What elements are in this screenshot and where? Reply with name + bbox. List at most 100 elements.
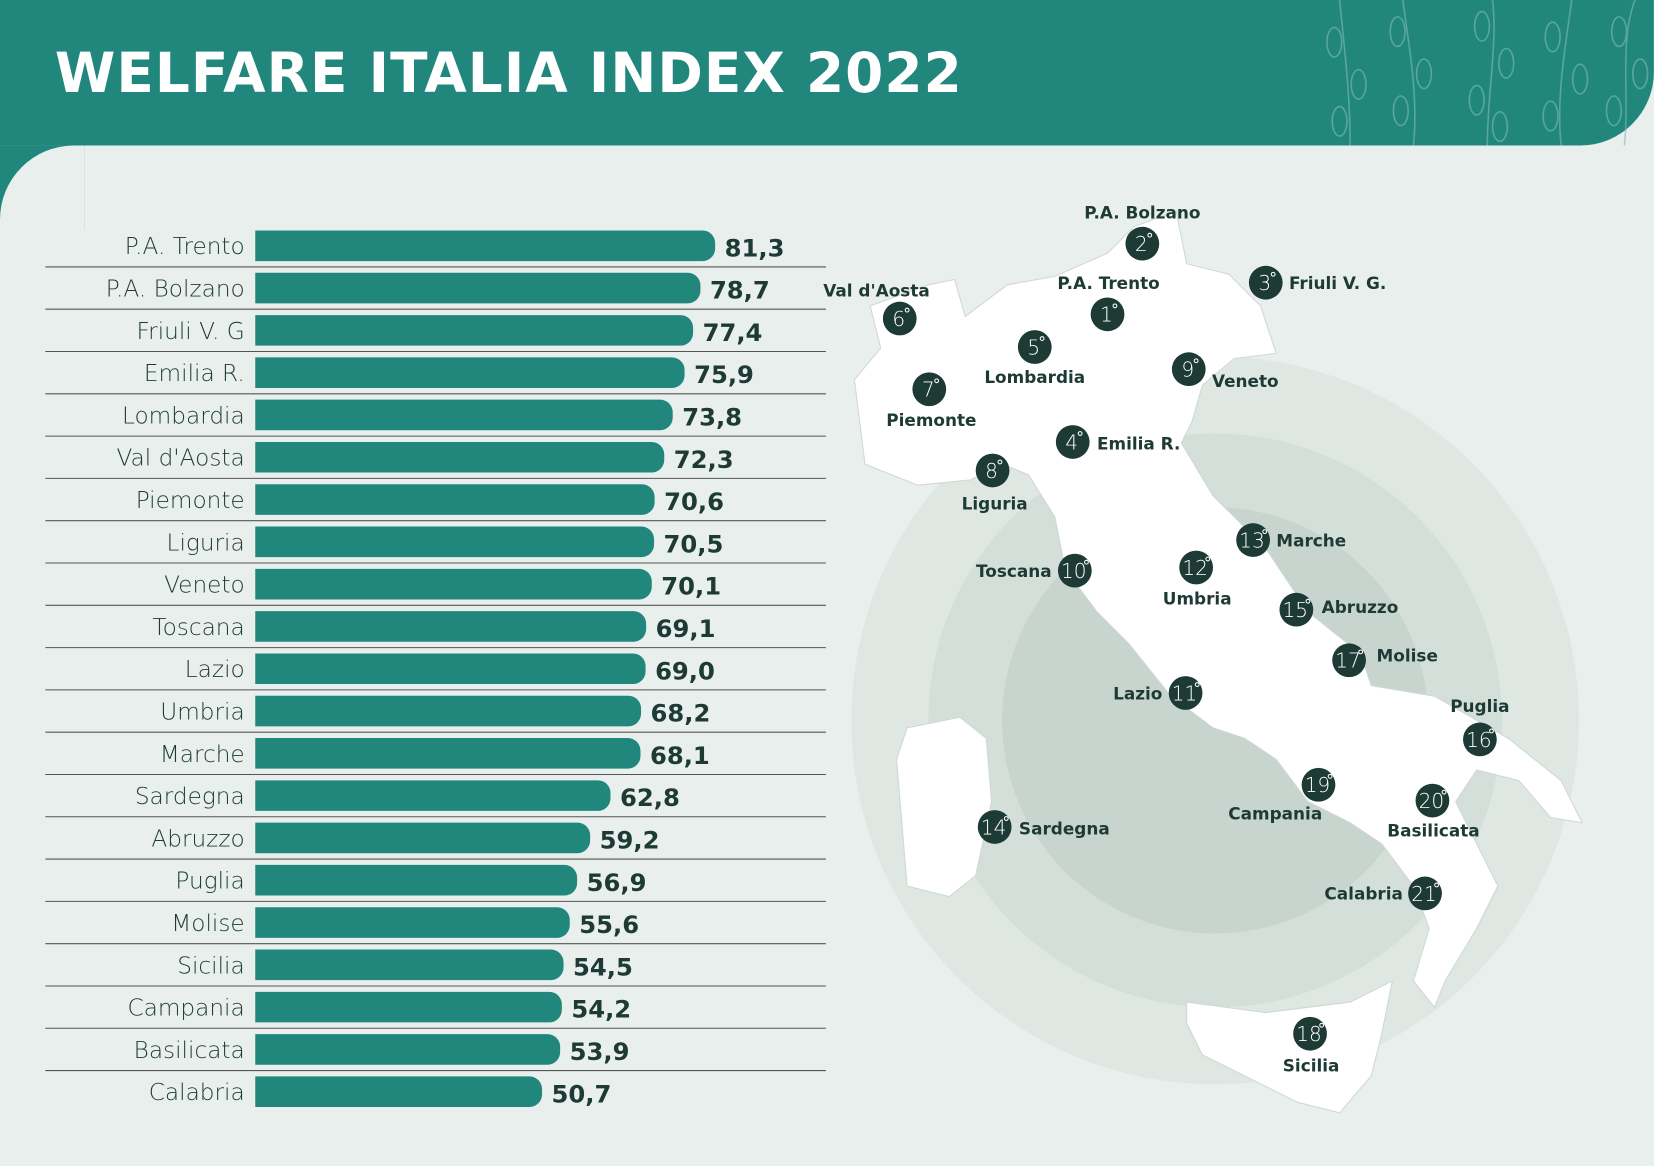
- rank-number: 5: [1027, 335, 1040, 359]
- degree-icon: [934, 378, 940, 384]
- map-marker-emilia-r-: 4 Emilia R.: [1055, 425, 1180, 459]
- region-label: Lazio: [1113, 683, 1162, 703]
- region-label: Abruzzo: [1322, 597, 1399, 617]
- value-label: 77,4: [703, 318, 763, 347]
- region-label: Calabria: [1324, 884, 1402, 904]
- rank-circle: [977, 810, 1012, 844]
- value-label: 55,6: [579, 910, 639, 939]
- degree-icon: [1441, 789, 1447, 795]
- map-marker-p-a-bolzano: 2 P.A. Bolzano: [1084, 202, 1200, 261]
- rank-circle: [1408, 876, 1442, 911]
- bar: [255, 1034, 561, 1065]
- value-label: 69,1: [656, 614, 716, 643]
- region-label: Molise: [1377, 645, 1438, 665]
- rank-number: 3: [1258, 271, 1271, 295]
- map-marker-umbria: 12 Umbria: [1163, 550, 1232, 608]
- rank-circle: [1332, 643, 1366, 678]
- category-label: Sicilia: [177, 952, 244, 979]
- value-label: 70,5: [664, 529, 724, 558]
- region-label: Emilia R.: [1097, 433, 1180, 453]
- region-label: P.A. Trento: [1057, 273, 1159, 293]
- category-label: Lombardia: [122, 402, 245, 429]
- map-marker-basilicata: 20 Basilicata: [1387, 783, 1480, 840]
- category-label: P.A. Bolzano: [106, 276, 245, 303]
- map-marker-friuli-v-g-: 3 Friuli V. G.: [1248, 265, 1386, 300]
- rank-number: 19: [1305, 773, 1331, 797]
- region-label: Campania: [1228, 804, 1322, 824]
- rank-number: 21: [1411, 882, 1437, 906]
- region-label: Sardegna: [1019, 818, 1110, 838]
- bar-chart: P.A. Trento 81,3 P.A. Bolzano 78,7 Friuli V.…: [45, 230, 826, 1108]
- rank-circle: [882, 301, 917, 336]
- rank-number: 12: [1182, 556, 1208, 580]
- degree-icon: [1193, 358, 1199, 364]
- map-marker-calabria: 21 Calabria: [1324, 876, 1442, 911]
- rank-circle: [1057, 553, 1092, 588]
- region-label: Puglia: [1450, 696, 1509, 716]
- rank-number: 9: [1181, 358, 1194, 382]
- bar: [255, 1076, 543, 1108]
- category-label: Umbria: [160, 698, 244, 725]
- rank-number: 18: [1296, 1022, 1321, 1046]
- rank-circle: [1168, 676, 1203, 710]
- category-label: Molise: [171, 910, 244, 937]
- rank-circle: [1236, 523, 1270, 557]
- background-ring: [851, 356, 1580, 1085]
- map-marker-puglia: 16 Puglia: [1450, 696, 1510, 757]
- bar: [255, 526, 655, 558]
- bar: [255, 441, 665, 473]
- value-label: 70,1: [661, 572, 721, 601]
- rank-circle: [1301, 767, 1336, 802]
- region-label: Lombardia: [984, 367, 1085, 387]
- category-label: Basilicata: [134, 1037, 245, 1064]
- degree-icon: [1434, 882, 1440, 888]
- degree-icon: [1112, 303, 1118, 309]
- map-marker-lombardia: 5 Lombardia: [984, 330, 1085, 387]
- rank-number: 2: [1135, 232, 1148, 256]
- bar: [255, 230, 716, 262]
- map-marker-liguria: 8 Liguria: [962, 453, 1028, 513]
- rank-number: 14: [981, 815, 1007, 839]
- value-label: 70,6: [664, 487, 724, 516]
- bar: [255, 611, 647, 642]
- map-marker-veneto: 9 Veneto: [1171, 352, 1279, 391]
- map-marker-sardegna: 14 Sardegna: [977, 810, 1110, 844]
- degree-icon: [1262, 529, 1268, 535]
- map-marker-toscana: 10 Toscana: [976, 553, 1092, 588]
- category-label: Piemonte: [136, 487, 245, 514]
- map-marker-lazio: 11 Lazio: [1113, 676, 1203, 710]
- degree-icon: [1084, 559, 1089, 565]
- rank-circle: [1279, 592, 1314, 627]
- rank-number: 20: [1419, 789, 1444, 813]
- rank-circle: [1415, 783, 1450, 818]
- rank-number: 10: [1061, 559, 1087, 583]
- value-label: 72,3: [674, 445, 734, 474]
- value-label: 54,5: [573, 952, 633, 981]
- bar: [255, 568, 652, 600]
- rank-circle: [975, 453, 1010, 488]
- value-label: 59,2: [600, 825, 660, 854]
- value-label: 68,1: [650, 741, 710, 770]
- category-label: Liguria: [167, 529, 245, 556]
- region-label: P.A. Bolzano: [1084, 202, 1200, 222]
- degree-icon: [1077, 431, 1083, 436]
- category-label: Toscana: [152, 614, 244, 641]
- degree-icon: [1319, 1022, 1325, 1028]
- degree-icon: [1205, 556, 1211, 562]
- rank-number: 16: [1466, 728, 1492, 752]
- value-label: 53,9: [570, 1037, 630, 1066]
- map-marker-campania: 19 Campania: [1228, 767, 1336, 824]
- degree-icon: [1194, 682, 1200, 687]
- bar: [255, 907, 570, 938]
- region-label: Piemonte: [886, 410, 976, 430]
- page-title: WELFARE ITALIA INDEX 2022: [54, 42, 963, 106]
- bar: [255, 695, 642, 727]
- map-marker-sicilia: 18 Sicilia: [1283, 1016, 1339, 1076]
- degree-icon: [997, 459, 1003, 465]
- region-label: Umbria: [1163, 588, 1232, 608]
- value-label: 69,0: [655, 656, 715, 685]
- category-label: Lazio: [185, 656, 245, 683]
- leaf-decoration-icon: [1326, 0, 1649, 146]
- rank-circle: [1090, 297, 1125, 332]
